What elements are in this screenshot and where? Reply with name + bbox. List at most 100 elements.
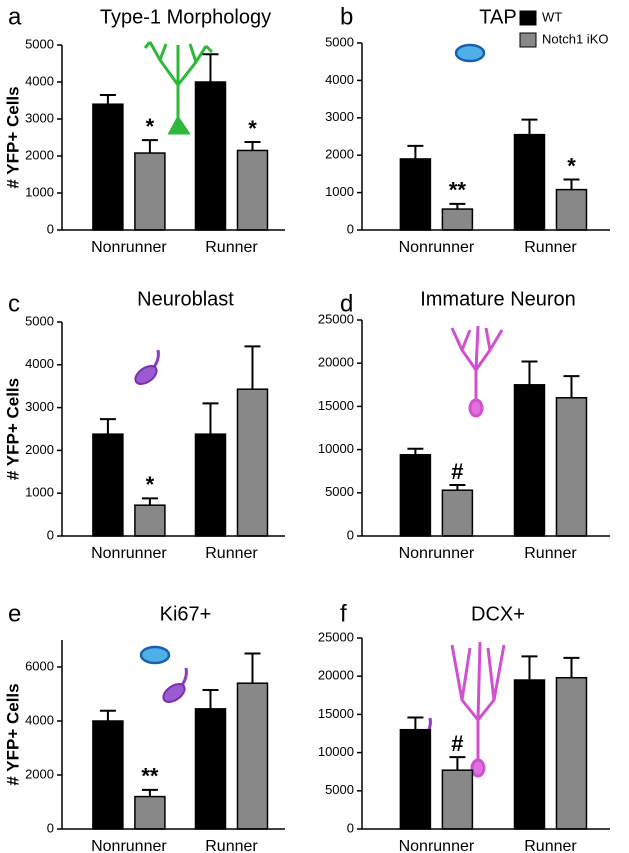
error-bar — [141, 497, 158, 506]
neuron-icon — [143, 41, 214, 135]
y-tick-label: 25000 — [318, 629, 354, 644]
immature-neuron-icon — [450, 641, 506, 778]
bar — [441, 489, 474, 537]
y-axis-label: # YFP+ Cells — [3, 86, 22, 188]
significance-mark: ** — [449, 178, 467, 203]
legend-label: Notch1 iKO — [542, 31, 608, 46]
error-bar — [244, 345, 261, 390]
significance-mark: ** — [141, 764, 159, 789]
x-tick-label: Nonrunner — [91, 838, 167, 853]
chart-title: TAP — [479, 6, 516, 28]
bar — [555, 188, 588, 231]
y-tick-label: 3000 — [25, 399, 54, 414]
error-bar — [407, 716, 424, 730]
y-tick-label: 20000 — [318, 355, 354, 370]
bar — [134, 504, 166, 537]
bar — [236, 388, 269, 537]
error-bar — [407, 144, 424, 159]
bar — [92, 103, 124, 231]
y-tick-label: 0 — [47, 527, 54, 542]
error-bar — [563, 178, 580, 190]
bar — [92, 720, 124, 830]
chart-title: Neuroblast — [137, 288, 234, 310]
chart-title: Type-1 Morphology — [100, 6, 271, 28]
panel-label: c — [8, 290, 20, 317]
y-tick-label: 1000 — [25, 184, 54, 199]
y-tick-label: 10000 — [318, 441, 354, 456]
bar — [134, 152, 166, 231]
error-bar — [202, 53, 219, 82]
legend-swatch — [519, 32, 537, 48]
bar — [134, 795, 166, 830]
y-tick-label: 1000 — [325, 184, 354, 199]
y-tick-label: 5000 — [325, 782, 354, 797]
x-tick-label: Runner — [524, 838, 577, 853]
bar — [236, 682, 269, 830]
error-bar — [449, 756, 466, 771]
y-tick-label: 15000 — [318, 706, 354, 721]
y-tick-label: 0 — [47, 820, 54, 835]
y-tick-label: 5000 — [25, 36, 54, 51]
x-tick-label: Nonrunner — [399, 545, 475, 562]
y-tick-label: 5000 — [25, 313, 54, 328]
bar — [399, 158, 432, 231]
error-bar — [244, 140, 261, 151]
x-tick-label: Runner — [524, 545, 577, 562]
error-bar — [449, 202, 466, 210]
error-bar — [521, 360, 538, 385]
bar — [441, 208, 474, 231]
y-tick-label: 2000 — [325, 147, 354, 162]
x-tick-label: Nonrunner — [91, 239, 167, 256]
y-tick-label: 1000 — [25, 485, 54, 500]
y-tick-label: 10000 — [318, 744, 354, 759]
chart-title: Immature Neuron — [420, 288, 576, 310]
error-bar — [202, 688, 219, 709]
bar — [194, 708, 227, 830]
significance-mark: * — [248, 116, 257, 141]
neuroblast-icon — [162, 667, 188, 703]
error-bar — [141, 139, 158, 154]
y-tick-label: 6000 — [25, 658, 54, 673]
bar — [513, 133, 546, 231]
chart-title: DCX+ — [471, 603, 525, 625]
significance-mark: # — [451, 731, 463, 756]
error-bar — [202, 402, 219, 435]
immature-neuron-icon — [450, 325, 504, 418]
error-bar — [244, 652, 261, 684]
significance-mark: * — [146, 472, 155, 497]
panel-label: e — [8, 600, 21, 627]
y-tick-label: 0 — [347, 820, 354, 835]
neuroblast-icon — [134, 349, 160, 385]
error-bar — [563, 656, 580, 678]
y-axis-label: # YFP+ Cells — [3, 378, 22, 480]
error-bar — [407, 447, 424, 455]
panel-label: f — [340, 600, 347, 627]
error-bar — [141, 788, 158, 797]
y-tick-label: 20000 — [318, 668, 354, 683]
significance-mark: # — [451, 459, 463, 484]
error-bar — [449, 484, 466, 491]
bar — [399, 454, 432, 537]
x-tick-label: Nonrunner — [91, 545, 167, 562]
bar — [513, 679, 546, 830]
error-bar — [99, 418, 116, 435]
y-tick-label: 5000 — [325, 484, 354, 499]
chart-title: Ki67+ — [160, 603, 212, 625]
error-bar — [521, 118, 538, 135]
x-tick-label: Runner — [205, 545, 258, 562]
y-tick-label: 4000 — [25, 712, 54, 727]
panel-label: b — [340, 3, 353, 30]
y-tick-label: 2000 — [25, 766, 54, 781]
error-bar — [563, 375, 580, 398]
y-tick-label: 5000 — [325, 34, 354, 49]
bar — [92, 433, 124, 537]
bar — [555, 676, 588, 830]
error-bar — [99, 709, 116, 721]
bar — [555, 397, 588, 537]
bar — [441, 769, 474, 830]
legend-label: WT — [542, 9, 562, 24]
x-tick-label: Nonrunner — [399, 239, 475, 256]
y-tick-label: 15000 — [318, 398, 354, 413]
panel-label: d — [340, 290, 353, 317]
y-axis-label: # YFP+ Cells — [3, 683, 22, 785]
